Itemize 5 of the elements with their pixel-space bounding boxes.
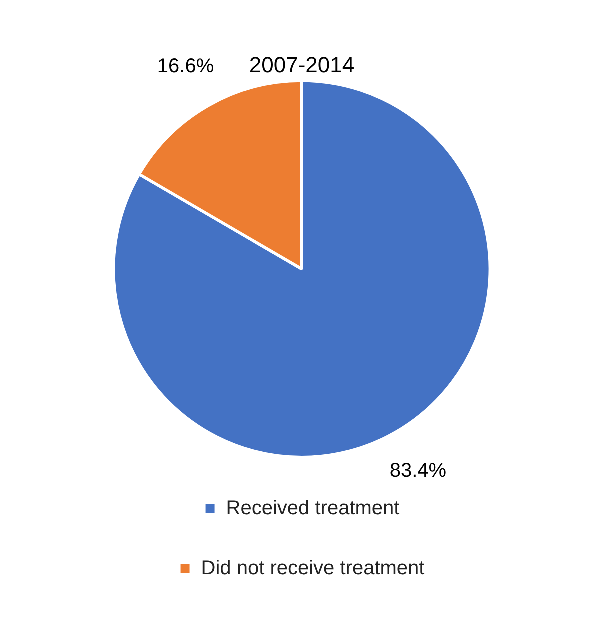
legend-label: Received treatment	[226, 498, 400, 520]
chart-title: 2007-2014	[249, 52, 355, 78]
legend-label: Did not receive treatment	[201, 558, 426, 580]
data-label: 16.6%	[157, 55, 214, 78]
data-label: 83.4%	[390, 460, 447, 482]
